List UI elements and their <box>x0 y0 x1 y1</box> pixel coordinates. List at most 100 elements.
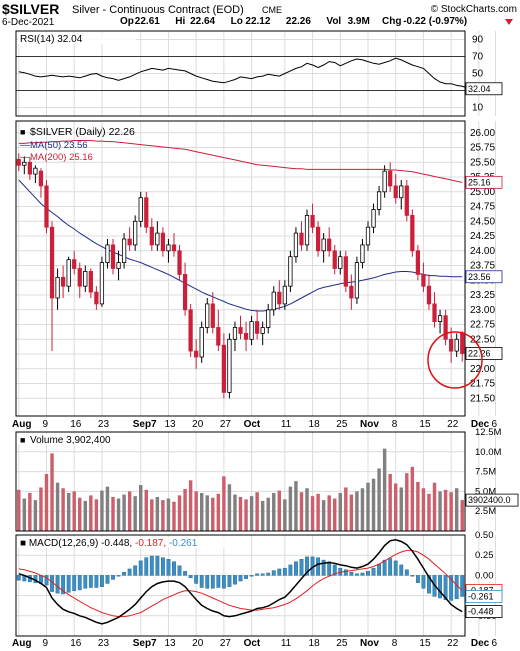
candle-body <box>443 315 448 340</box>
candle-body <box>133 220 138 246</box>
candle-body <box>227 338 232 393</box>
date-axis-label: Nov <box>360 638 379 649</box>
candlestick <box>72 250 77 275</box>
rsi-tick-label: 70 <box>472 52 484 63</box>
macd-histogram-bar <box>122 571 127 576</box>
candlestick <box>110 239 116 275</box>
ma200-line <box>18 140 463 183</box>
rsi-tick-label: 50 <box>472 69 484 80</box>
volume-bar <box>177 495 182 531</box>
candlestick <box>210 292 215 334</box>
candle-body <box>315 226 321 252</box>
macd-last-value: -0.448 <box>468 607 494 617</box>
macd-histogram-bar <box>288 564 293 576</box>
macd-histogram-bar <box>61 575 66 595</box>
macd-histogram-bar <box>160 557 165 576</box>
volume-bar <box>344 487 348 531</box>
candlestick <box>155 221 160 251</box>
candlestick <box>138 191 143 228</box>
price-tick-label: 23.00 <box>470 305 495 316</box>
candlestick <box>460 331 465 362</box>
macd-histogram-bar <box>83 575 88 589</box>
candle-body <box>449 338 454 352</box>
macd-histogram-bar <box>354 573 359 576</box>
candlestick <box>171 233 177 257</box>
volume-title-bg <box>18 434 136 445</box>
macd-tick-label: 0.50 <box>475 530 494 541</box>
date-axis-bg <box>0 637 520 649</box>
candlestick <box>421 262 426 293</box>
macd-histogram-bar <box>294 561 298 576</box>
candlestick <box>22 156 27 175</box>
rsi-title: RSI(14) 32.04 <box>20 34 83 45</box>
candle-body <box>288 256 293 287</box>
quote-value: -0.22 (-0.97%) <box>403 16 467 27</box>
candle-body <box>110 244 116 269</box>
candle-body <box>232 327 238 340</box>
candle-body <box>72 259 77 269</box>
macd-histogram-bar <box>166 559 171 576</box>
volume-bar <box>388 473 392 531</box>
ma200-legend-swatch: — <box>20 152 30 163</box>
macd-histogram-bar <box>460 575 465 597</box>
candle-body <box>432 303 437 322</box>
candle-body <box>33 167 38 175</box>
macd-histogram-bar <box>421 575 426 589</box>
candle-body <box>304 214 310 246</box>
candle-body <box>376 191 382 210</box>
candle-body <box>255 321 260 334</box>
candlestick <box>437 309 443 334</box>
candle-body <box>299 232 304 246</box>
candlestick <box>199 321 204 363</box>
macd-signal-line <box>18 549 463 618</box>
candlestick <box>315 221 321 257</box>
candlestick <box>144 191 149 234</box>
candlestick <box>360 239 365 269</box>
volume-bar <box>338 492 342 531</box>
candle-body <box>210 303 215 328</box>
quote-value: 3.9M <box>348 16 370 27</box>
ma50-last-value: 23.56 <box>468 272 491 282</box>
volume-tick-label: 2.5M <box>475 506 496 517</box>
candle-body <box>127 238 132 246</box>
macd-histogram-bar <box>100 575 104 587</box>
price-frame <box>15 120 466 417</box>
rsi-line <box>18 57 474 90</box>
date-axis-label: 22 <box>447 638 459 649</box>
volume-bar <box>28 492 32 531</box>
candle-body <box>349 285 354 299</box>
date-axis-label: 22 <box>447 419 459 430</box>
candle-body <box>327 238 332 252</box>
ma50-legend-swatch: — <box>20 140 30 151</box>
candle-body <box>199 327 204 358</box>
candle-body <box>216 327 221 346</box>
volume-bar <box>161 500 165 531</box>
macd-histogram-bar <box>244 575 248 579</box>
macd-histogram-bar <box>321 559 326 576</box>
macd-histogram-bar <box>72 575 77 591</box>
macd-histogram-bar <box>221 575 226 589</box>
date-axis-label: 9 <box>42 419 48 430</box>
symbol-title: $SILVER <box>2 1 59 17</box>
candle-body <box>171 244 177 252</box>
volume-bar <box>238 496 243 531</box>
macd-histogram-bar <box>183 571 187 576</box>
candlestick <box>415 244 421 281</box>
macd-histogram-bar <box>172 561 176 576</box>
date-axis-label: 16 <box>70 638 82 649</box>
volume-bar <box>133 496 137 531</box>
candle-body <box>260 327 265 334</box>
candlestick <box>443 309 448 346</box>
volume-bar <box>72 491 76 531</box>
macd-histogram-bar <box>55 575 60 594</box>
volume-bar <box>139 485 143 531</box>
candle-body <box>105 244 110 263</box>
macd-histogram-bar <box>127 568 132 576</box>
price-tick-label: 21.75 <box>470 379 495 390</box>
candlestick <box>177 244 182 281</box>
volume-bar <box>443 489 448 531</box>
candle-body <box>94 291 99 305</box>
quote-label: Vol <box>326 16 341 27</box>
macd-histogram-bar <box>94 575 99 588</box>
volume-bar <box>255 492 259 531</box>
